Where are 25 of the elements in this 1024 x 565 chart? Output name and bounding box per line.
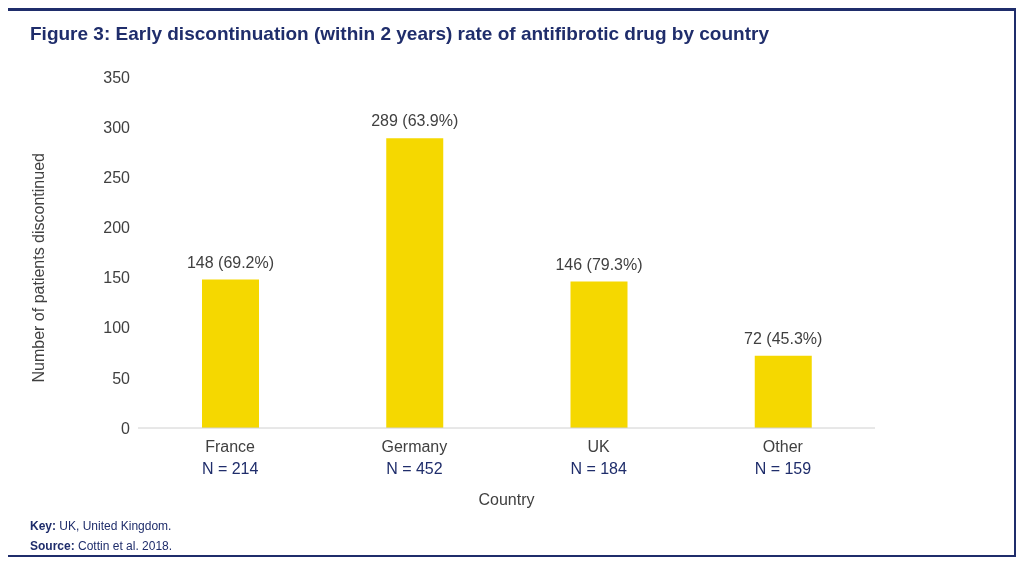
data-label: 289 (63.9%) bbox=[371, 112, 459, 130]
y-tick-label: 200 bbox=[103, 219, 131, 237]
x-tick-label: Germany N = 452 bbox=[381, 438, 448, 477]
source-note: Source: Cottin et al. 2018. bbox=[30, 539, 173, 553]
y-axis-title: Number of patients discontinued bbox=[29, 153, 47, 383]
bar bbox=[754, 355, 812, 428]
data-label: 148 (69.2%) bbox=[186, 253, 275, 271]
y-tick-label: 250 bbox=[103, 168, 131, 186]
x-tick-label: UK N = 184 bbox=[570, 438, 627, 477]
y-tick-label: 100 bbox=[103, 319, 131, 337]
x-tick-label: Other N = 159 bbox=[754, 438, 812, 477]
bar bbox=[386, 138, 444, 428]
y-tick-label: 350 bbox=[103, 68, 131, 86]
y-tick-label: 0 bbox=[121, 419, 131, 437]
data-label: 72 (45.3%) bbox=[744, 329, 823, 347]
data-label: 146 (79.3%) bbox=[555, 255, 643, 273]
bar bbox=[570, 281, 628, 428]
y-tick-label: 50 bbox=[112, 369, 131, 387]
y-tick-label: 300 bbox=[103, 118, 131, 136]
chart-title: Figure 3: Early discontinuation (within 2 years) rate of antifibrotic drug by country bbox=[30, 23, 769, 45]
x-tick-label: France N = 214 bbox=[201, 438, 259, 477]
y-tick-label: 150 bbox=[103, 269, 131, 287]
bar bbox=[202, 279, 259, 428]
text: Key: UK, United Kingdom. bbox=[30, 519, 173, 533]
x-axis-title: Country bbox=[478, 491, 535, 508]
